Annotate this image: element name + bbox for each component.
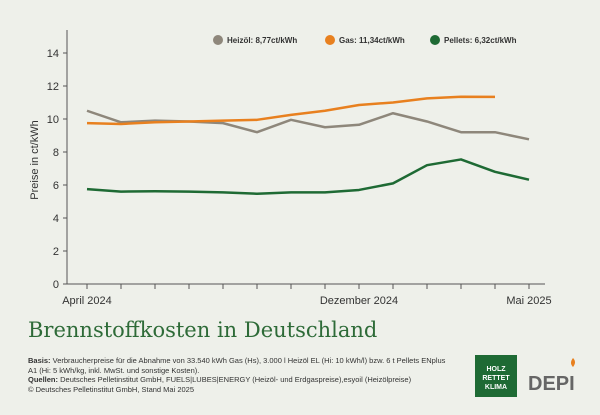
legend-label: Pellets: 6,32ct/kWh xyxy=(444,36,517,45)
note: Basis: Verbraucherpreise für die Abnahme… xyxy=(28,356,448,375)
chart-title: Brennstoffkosten in Deutschland xyxy=(28,318,377,342)
legend-label: Heizöl: 8,77ct/kWh xyxy=(227,36,297,45)
note-text: Verbraucherpreise für die Abnahme von 33… xyxy=(28,356,446,375)
logo-text: KLIMA xyxy=(485,384,507,391)
legend-icon xyxy=(213,35,223,45)
y-tick-label: 14 xyxy=(47,48,59,60)
series-line xyxy=(86,95,496,126)
series-line xyxy=(86,109,530,141)
x-tick-label: April 2024 xyxy=(62,295,112,307)
y-tick-label: 8 xyxy=(53,147,59,159)
y-tick-label: 12 xyxy=(47,81,59,93)
series-line xyxy=(86,158,530,195)
note-label: Quellen: xyxy=(28,375,59,385)
logo-badge xyxy=(475,355,517,397)
logo-text: HOLZ xyxy=(486,366,506,373)
notes: Basis: Verbraucherpreise für die Abnahme… xyxy=(28,356,448,394)
note-label: Basis: xyxy=(28,356,51,365)
y-axis-label: Preise in ct/kWh xyxy=(29,120,41,199)
legend-icon xyxy=(325,35,335,45)
y-tick-label: 0 xyxy=(53,279,59,291)
note-text: © Deutsches Pelletinstitut GmbH, Stand M… xyxy=(28,384,195,394)
y-tick-label: 10 xyxy=(47,114,59,126)
y-tick-label: 6 xyxy=(53,180,59,192)
note-text: Deutsches Pelletinstitut GmbH, FUELS|LUB… xyxy=(60,375,412,385)
legend-icon xyxy=(430,35,440,45)
logo-text: RETTET xyxy=(482,375,510,382)
y-tick-label: 4 xyxy=(53,213,59,225)
legend-label: Gas: 11,34ct/kWh xyxy=(339,36,405,45)
logo-depi: DEPI xyxy=(528,373,575,395)
note: Quellen: Deutsches Pelletinstitut GmbH, … xyxy=(28,375,448,385)
x-tick-label: Mai 2025 xyxy=(506,295,551,307)
y-tick-label: 2 xyxy=(53,246,59,258)
x-tick-label: Dezember 2024 xyxy=(320,295,398,307)
logo-flame xyxy=(571,358,575,367)
note: © Deutsches Pelletinstitut GmbH, Stand M… xyxy=(28,385,448,395)
